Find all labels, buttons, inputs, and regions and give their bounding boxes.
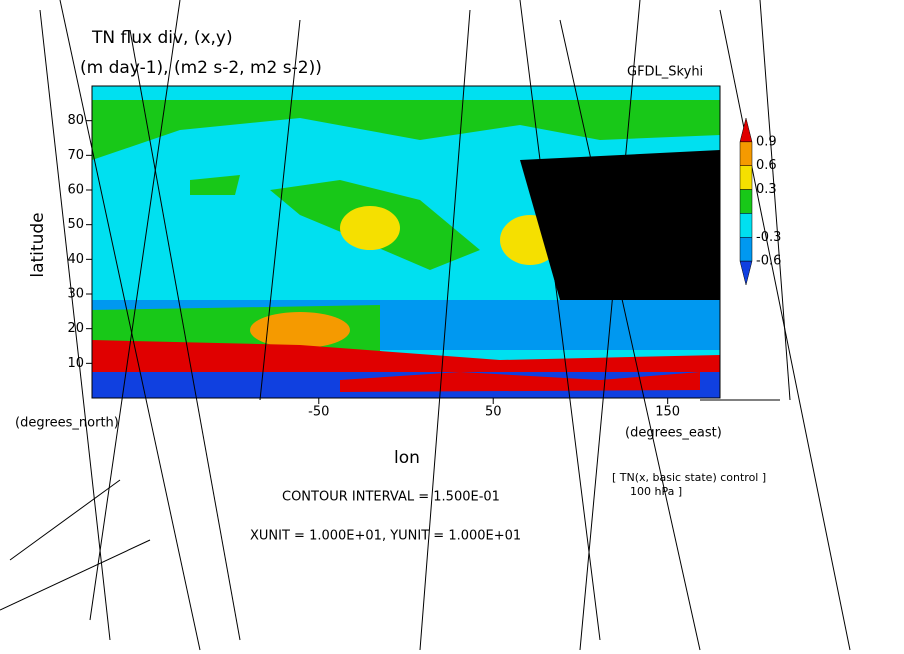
vector: [259, 19, 301, 401]
level-note: 100 hPa ]: [630, 485, 682, 498]
vector-units: XUNIT = 1.000E+01, YUNIT = 1.000E+01: [250, 529, 521, 544]
x-tick-label: 50: [485, 405, 502, 420]
vector: [419, 9, 471, 651]
vector: [39, 9, 111, 641]
plot-frame: [91, 85, 721, 399]
field-patch: [190, 175, 240, 195]
field-patch: [340, 372, 700, 392]
y-tick-label: 20: [67, 321, 84, 336]
field-patch: [340, 206, 400, 250]
y-tick-label: 30: [67, 287, 84, 302]
x-axis-units: (degrees_east): [625, 426, 722, 441]
y-tick-label: 50: [67, 217, 84, 232]
vector: [559, 19, 701, 651]
y-tick-label: 10: [67, 356, 84, 371]
colorbar-label: -0.6: [756, 254, 781, 269]
y-axis-label: latitude: [28, 212, 48, 277]
dataset-note: [ TN(x, basic state) control ]: [612, 471, 766, 484]
field-patch: [250, 312, 350, 348]
vector: [0, 539, 151, 611]
y-tick-label: 40: [67, 252, 84, 267]
colorbar-swatch: [739, 141, 753, 166]
model-label: GFDL_Skyhi: [627, 65, 703, 80]
colorbar-label: 0.9: [756, 134, 777, 149]
y-tick-label: 80: [67, 113, 84, 128]
vector: [759, 0, 791, 401]
colorbar-label: 0.3: [756, 182, 777, 197]
y-tick-label: 70: [67, 148, 84, 163]
vectors: [0, 0, 851, 651]
y-tick-label: 60: [67, 183, 84, 198]
field: [91, 85, 721, 399]
vector: [519, 0, 601, 641]
field-patch: [92, 100, 720, 160]
vector: [129, 29, 241, 641]
vector: [579, 0, 641, 651]
vector: [9, 479, 121, 561]
colorbar-swatch: [739, 189, 753, 214]
colorbar-swatch: [739, 165, 753, 190]
field-patch: [520, 150, 720, 300]
y-axis-units: (degrees_north): [15, 416, 119, 431]
vector: [89, 0, 181, 621]
chart-title: TN flux div, (x,y): [91, 28, 233, 48]
contour-interval: CONTOUR INTERVAL = 1.500E-01: [282, 490, 500, 505]
vector: [59, 0, 201, 651]
colorbar-label: -0.3: [756, 230, 781, 245]
colorbar-label: 0.6: [756, 158, 777, 173]
colorbar-swatch: [739, 237, 753, 262]
x-tick-label: -50: [308, 405, 329, 420]
colorbar-swatch: [739, 213, 753, 238]
x-tick-label: 150: [655, 405, 680, 420]
x-axis-label: lon: [394, 448, 420, 468]
chart-subtitle: (m day-1), (m2 s-2, m2 s-2)): [80, 58, 322, 78]
colorbar-swatch: [739, 260, 753, 286]
field-patch: [92, 340, 720, 375]
colorbar-swatch: [739, 117, 753, 143]
